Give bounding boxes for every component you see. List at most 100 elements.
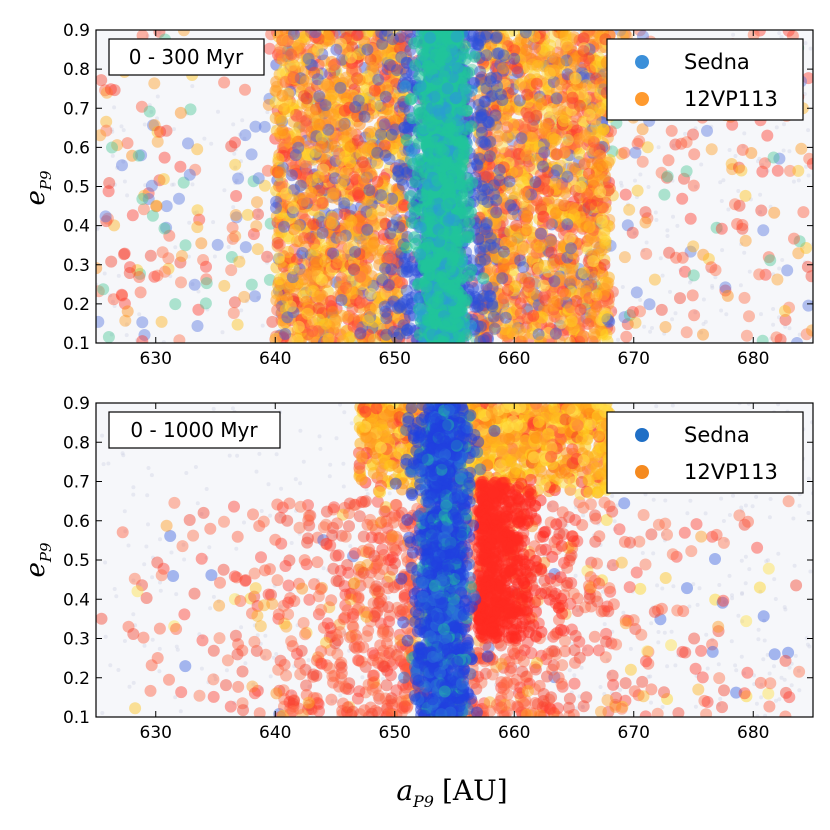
12vp113-point [162,252,175,265]
sedna-point [379,305,392,318]
background-speckle [250,233,255,238]
12vp113-point [351,30,363,42]
sedna-point [375,30,388,39]
12vp113-point [175,250,188,262]
12vp113-point [238,290,251,303]
background-speckle [192,211,197,216]
background-speckle [209,141,214,146]
12vp113-point [522,280,535,293]
background-speckle [768,204,773,209]
12vp113-point [372,73,385,86]
12vp113-point [154,125,167,138]
12vp113-point [554,78,567,91]
12vp113-point [561,218,574,231]
sedna-point [477,289,490,302]
background-speckle [232,151,237,156]
12vp113-point [531,59,544,72]
12vp113-point [520,149,533,162]
background-speckle [168,274,173,279]
12vp113-point [370,98,383,111]
12vp113-point [326,305,339,318]
12vp113-point [96,315,105,328]
12vp113-point [326,187,339,200]
background-speckle [111,299,115,304]
12vp113-point [133,271,146,283]
background-speckle [231,205,236,210]
12vp113-point [299,75,312,88]
12vp113-point [740,329,753,342]
12vp113-point [314,288,327,301]
sedna-point [478,184,491,196]
12vp113-point [771,273,784,286]
background-speckle [613,309,618,314]
background-speckle [693,184,698,189]
12vp113-point [278,220,291,233]
12vp113-point [100,124,113,137]
12vp113-point [669,138,682,151]
background-speckle [756,159,760,164]
background-speckle [634,195,639,200]
12vp113-point [519,120,532,133]
12vp113-point [497,292,510,305]
12vp113-point [739,234,752,247]
12vp113-point [548,310,561,323]
12vp113-point [118,247,131,260]
12vp113-point [142,187,155,200]
12vp113-point [593,158,606,171]
12vp113-point [733,161,745,174]
12vp113-point [731,218,744,230]
12vp113-point [258,120,271,133]
background-speckle [757,156,762,161]
12vp113-point [273,46,286,59]
12vp113-point [269,112,282,125]
12vp113-point [801,260,813,273]
background-speckle [781,148,786,153]
12vp113-point [339,150,351,163]
sedna-point [375,128,387,141]
background-speckle [780,258,785,262]
12vp113-point [184,103,197,116]
12vp113-point [155,315,168,328]
background-speckle [758,192,763,197]
12vp113-point [701,124,713,137]
background-speckle [687,174,692,179]
sedna-point [504,199,517,212]
12vp113-point [364,248,377,261]
12vp113-point [132,149,145,162]
12vp113-point [779,305,791,317]
background-speckle [266,254,271,259]
12vp113-point [289,224,302,237]
background-speckle [656,145,661,150]
background-speckle [256,214,260,219]
12vp113-point [686,289,699,302]
12vp113-point [316,196,329,209]
background-speckle [718,180,723,185]
12vp113-point [582,317,595,330]
background-speckle [719,228,724,233]
12vp113-point [300,160,313,172]
12vp113-point [226,221,239,234]
background-speckle [216,109,220,114]
12vp113-point [678,172,690,185]
background-speckle [184,111,189,116]
background-speckle [212,254,217,259]
background-speckle [665,228,670,233]
12vp113-point [297,268,310,281]
12vp113-point [679,265,691,278]
12vp113-point [239,83,251,96]
12vp113-point [614,30,627,37]
12vp113-point [505,235,518,248]
12vp113-point [569,72,582,85]
12vp113-point [225,264,238,277]
12vp113-point [354,270,367,283]
12vp113-point [676,192,689,205]
12vp113-point [675,137,688,150]
12vp113-point [615,148,628,160]
12vp113-point [680,165,693,178]
12vp113-point [250,220,263,233]
12vp113-point [292,141,305,154]
sedna-point [537,160,549,173]
sedna-point [349,245,362,258]
background-speckle [654,218,659,222]
12vp113-point [142,193,155,205]
